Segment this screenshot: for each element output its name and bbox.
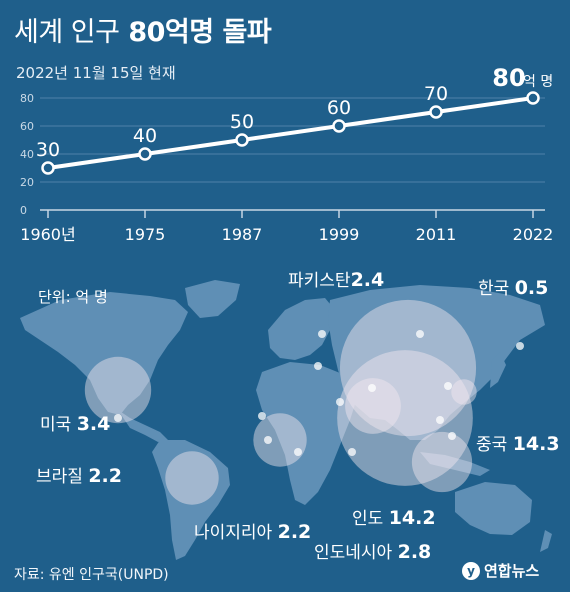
source-credit: 자료: 유엔 인구국(UNPD) (14, 567, 169, 583)
minor-country-dot (264, 436, 272, 444)
label-nigeria: 나이지리아 2.2 (194, 521, 312, 543)
label-india: 인도 14.2 (352, 507, 436, 529)
chart-title: 세계 인구 80억명 돌파 (14, 10, 272, 49)
y-tick-label: 40 (20, 148, 34, 161)
map-unit-label: 단위: 억 명 (38, 288, 108, 306)
chart-subtitle: 2022년 11월 15일 현재 (16, 64, 176, 82)
title-light: 세계 인구 (14, 17, 120, 48)
indonesia-landmass (420, 452, 490, 476)
minor-country-dot (448, 432, 456, 440)
europe-landmass (268, 298, 335, 360)
minor-country-dot (114, 414, 122, 422)
minor-country-dot (336, 398, 344, 406)
bubble-0 (84, 356, 152, 424)
x-tick-label: 2011 (416, 225, 457, 244)
japan-landmass (490, 352, 506, 388)
series-line (47, 96, 534, 170)
x-tick-label: 1975 (125, 225, 166, 244)
australia-landmass (455, 482, 532, 535)
north-america-landmass (20, 292, 188, 415)
data-label: 60 (327, 97, 351, 119)
asia-landmass (328, 285, 545, 440)
bubble-1 (165, 451, 219, 505)
bubble-2 (253, 413, 307, 467)
data-point (235, 133, 249, 147)
yonhap-logo: y 연합뉴스 (462, 560, 539, 581)
y-tick-label: 0 (20, 204, 27, 217)
title-bold: 80억명 돌파 (128, 17, 272, 48)
population-bubbles (84, 299, 524, 505)
minor-country-dot (444, 382, 452, 390)
data-point (41, 161, 55, 175)
data-label: 40 (133, 125, 157, 147)
central-america-landmass (118, 410, 168, 442)
label-usa: 미국 3.4 (40, 413, 111, 435)
bubble-3 (345, 378, 401, 434)
y-tick-label: 80 (20, 92, 34, 105)
label-china: 중국 14.3 (476, 433, 560, 455)
data-point (526, 91, 540, 105)
data-point (429, 105, 443, 119)
x-tick-label: 1987 (222, 225, 263, 244)
minor-country-dot (294, 448, 302, 456)
x-tick-label: 1999 (319, 225, 360, 244)
data-label: 50 (230, 111, 254, 133)
minor-country-dot (436, 416, 444, 424)
label-pakistan: 파키스탄2.4 (288, 269, 385, 291)
data-label: 70 (424, 83, 448, 105)
bubble-7 (411, 431, 473, 493)
world-map (20, 280, 552, 560)
minor-country-dot (348, 448, 356, 456)
data-point (332, 119, 346, 133)
bubble-4 (451, 379, 477, 405)
bubble-5 (339, 299, 477, 437)
data-label: 80 (492, 64, 525, 92)
south-america-landmass (152, 440, 230, 560)
new-zealand-landmass (540, 530, 552, 552)
minor-country-dot (416, 330, 424, 338)
minor-country-dot (258, 412, 266, 420)
africa-landmass (256, 362, 358, 505)
label-brazil: 브라질 2.2 (36, 465, 122, 487)
x-tick-label: 2022 (513, 225, 554, 244)
yonhap-logo-icon: y (462, 561, 480, 580)
greenland-landmass (185, 280, 240, 318)
label-indonesia: 인도네시아 2.8 (314, 541, 432, 563)
minor-country-dot (516, 342, 524, 350)
logo-text: 연합뉴스 (484, 562, 540, 580)
label-korea: 한국 0.5 (478, 277, 549, 299)
minor-country-dot (314, 362, 322, 370)
data-point (138, 147, 152, 161)
minor-country-dot (318, 330, 326, 338)
bubble-6 (337, 350, 473, 486)
data-label-unit: 억 명 (523, 74, 553, 90)
data-label: 30 (36, 139, 60, 161)
y-tick-label: 60 (20, 120, 34, 133)
y-tick-label: 20 (20, 176, 34, 189)
minor-country-dot (368, 384, 376, 392)
x-tick-label: 1960년 (20, 225, 75, 244)
